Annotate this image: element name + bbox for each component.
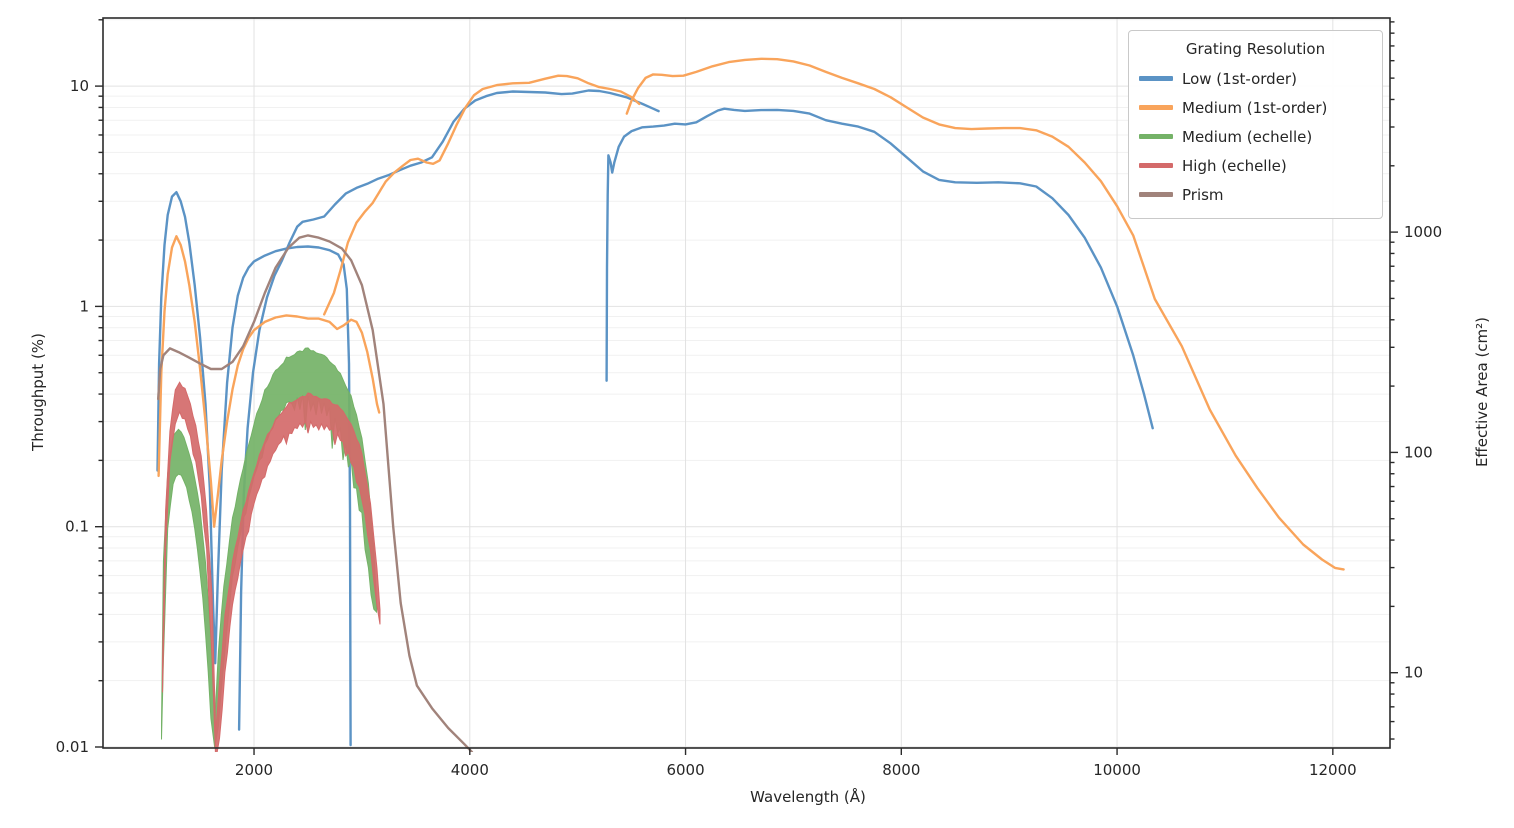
legend-swatch-low-1st-order [1139,76,1173,81]
legend-swatch-medium-1st-order [1139,105,1173,110]
legend-label: High (echelle) [1182,156,1287,175]
x-tick-label: 8000 [882,761,920,779]
y-right-tick-label: 1000 [1404,223,1442,241]
x-tick-label: 4000 [451,761,489,779]
plot-area [156,57,1345,752]
series-prism-line-1 [157,234,474,752]
x-tick-label: 2000 [235,761,273,779]
series-low-1st-order-line-2 [237,89,660,731]
y-left-tick-label: 0.01 [56,738,89,756]
series-low-1st-order-line-3 [605,107,1154,430]
series-low-1st-order-line-1 [156,191,352,747]
y-left-tick-label: 1 [79,297,89,315]
legend-entry-medium-1st-order: Medium (1st-order) [1139,93,1372,122]
legend-label: Prism [1182,185,1224,204]
series-medium-1st-order-line-1 [157,235,381,528]
axis-ticks: 2000 4000 6000 8000 10000 12000 10 1 0.1 0.01 1000… [56,19,1442,779]
y-axis-label-left: Throughput (%) [29,333,47,451]
x-tick-label: 10000 [1093,761,1141,779]
legend-swatch-medium-echelle [1139,134,1173,139]
y-left-tick-label: 0.1 [65,518,89,536]
legend-swatch-prism [1139,192,1173,197]
x-tick-label: 6000 [666,761,704,779]
legend-entry-low-1st-order: Low (1st-order) [1139,64,1372,93]
legend-title: Grating Resolution [1185,40,1326,58]
legend: Grating Resolution Low (1st-order) Medium… [1128,30,1383,219]
series-high-echelle-band [162,381,381,752]
y-right-tick-label: 10 [1404,664,1423,682]
legend-entry-medium-echelle: Medium (echelle) [1139,122,1372,151]
legend-entry-prism: Prism [1139,180,1372,209]
y-right-tick-label: 100 [1404,443,1433,461]
x-tick-label: 12000 [1309,761,1357,779]
legend-entry-high-echelle: High (echelle) [1139,151,1372,180]
series-medium-1st-order-line-2 [323,74,641,316]
legend-label: Medium (1st-order) [1182,98,1328,117]
series-medium-1st-order-line-3 [625,57,1345,571]
x-axis-label: Wavelength (Å) [750,788,866,806]
legend-label: Medium (echelle) [1182,127,1313,146]
legend-swatch-high-echelle [1139,163,1173,168]
plot-border [102,17,1391,749]
y-axis-label-right: Effective Area (cm²) [1473,316,1491,468]
y-left-tick-label: 10 [70,77,89,95]
legend-label: Low (1st-order) [1182,69,1297,88]
